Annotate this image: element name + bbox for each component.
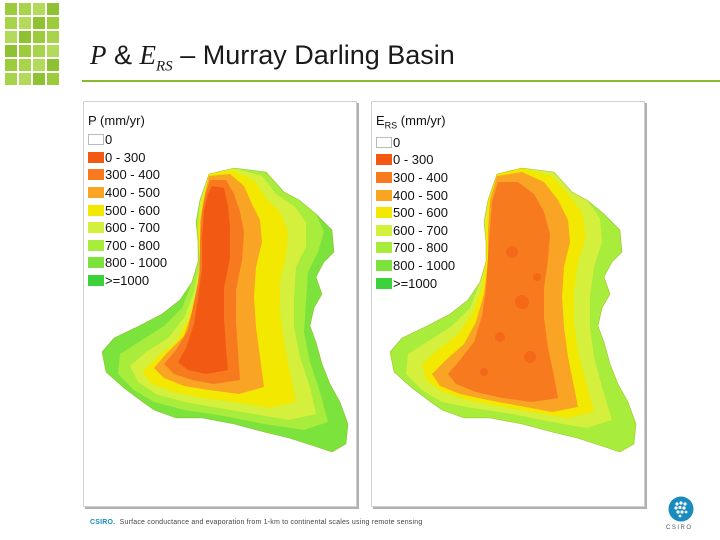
grid-cell [4, 72, 18, 86]
legend-entry: 0 [88, 131, 167, 149]
legend-label: 700 - 800 [105, 237, 160, 253]
footer-text: Surface conductance and evaporation from… [119, 519, 423, 526]
precipitation-map [101, 167, 349, 453]
grid-cell [32, 44, 46, 58]
legend-entry: 700 - 800 [376, 239, 455, 257]
legend-swatch [376, 189, 392, 201]
legend-label: 300 - 400 [105, 167, 160, 183]
legend-entry: 0 - 300 [88, 149, 167, 167]
legend-label: 0 [393, 134, 401, 150]
legend-entry: 400 - 500 [88, 184, 167, 202]
legend-entry: 600 - 700 [88, 219, 167, 237]
grid-cell [18, 72, 32, 86]
grid-cell [46, 2, 60, 16]
grid-cell [18, 2, 32, 16]
legend-entry: 800 - 1000 [376, 257, 455, 275]
legend-label: >=1000 [393, 275, 438, 291]
legend-swatch [376, 172, 392, 184]
legend-entry: 500 - 600 [376, 204, 455, 222]
legend-swatch [376, 224, 392, 236]
legend-label: 400 - 500 [105, 185, 160, 201]
grid-cell [46, 16, 60, 30]
legend-entry: 700 - 800 [88, 237, 167, 255]
map-panel-precipitation: P (mm/yr) 0 0 - 300 300 - 400 400 - 500 500 -… [83, 101, 357, 507]
grid-cell [4, 16, 18, 30]
grid-cell [32, 2, 46, 16]
legend-label: 0 [105, 132, 113, 148]
legend-entry: 500 - 600 [88, 201, 167, 219]
legend-swatch [88, 257, 104, 269]
footer-caption: CSIRO. Surface conductance and evaporati… [90, 519, 422, 526]
grid-cell [4, 44, 18, 58]
legend-swatch [88, 151, 104, 163]
grid-cell [18, 58, 32, 72]
legend-swatch [88, 169, 104, 181]
legend-entry: 800 - 1000 [88, 254, 167, 272]
logo-text: CSIRO [666, 525, 693, 531]
legend-label: 600 - 700 [393, 222, 448, 238]
legend-precipitation: P (mm/yr) 0 0 - 300 300 - 400 400 - 500 500 -… [88, 113, 167, 289]
grid-cell [46, 30, 60, 44]
legend-title: ERS (mm/yr) [376, 113, 446, 131]
legend-label: >=1000 [105, 273, 150, 289]
grid-cell [32, 72, 46, 86]
legend-swatch [376, 207, 392, 219]
legend-evaporation: ERS (mm/yr) 0 0 - 300 300 - 400 400 - 500 500… [376, 113, 455, 292]
slide-title: P & ERS – Murray Darling Basin [90, 40, 455, 75]
legend-swatch [88, 204, 104, 216]
legend-entry: 400 - 500 [376, 186, 455, 204]
grid-cell [46, 72, 60, 86]
legend-swatch [88, 222, 104, 234]
legend-swatch [376, 277, 392, 289]
legend-swatch [376, 136, 392, 148]
legend-label: 800 - 1000 [105, 255, 168, 271]
legend-label: 800 - 1000 [393, 258, 456, 274]
grid-cell [18, 16, 32, 30]
legend-swatch [376, 260, 392, 272]
decorative-grid [0, 0, 66, 88]
grid-cell [18, 44, 32, 58]
legend-label: 0 - 300 [105, 149, 146, 165]
grid-cell [4, 30, 18, 44]
legend-swatch [88, 187, 104, 199]
grid-cell [32, 58, 46, 72]
legend-label: 0 - 300 [393, 152, 434, 168]
legend-swatch [376, 154, 392, 166]
grid-cell [32, 16, 46, 30]
legend-entry: 0 - 300 [376, 151, 455, 169]
footer-org: CSIRO. [90, 519, 116, 526]
legend-label: 300 - 400 [393, 170, 448, 186]
legend-title: P (mm/yr) [88, 113, 145, 128]
csiro-logo-icon [668, 496, 694, 522]
legend-entry: 300 - 400 [88, 166, 167, 184]
evaporation-map [389, 167, 637, 453]
legend-entry: >=1000 [88, 272, 167, 290]
grid-cell [46, 58, 60, 72]
legend-swatch [88, 239, 104, 251]
legend-entry: 0 [376, 134, 455, 152]
legend-entry: >=1000 [376, 274, 455, 292]
legend-swatch [88, 275, 104, 287]
grid-cell [46, 44, 60, 58]
grid-cell [4, 2, 18, 16]
legend-swatch [376, 242, 392, 254]
grid-cell [32, 30, 46, 44]
map-panel-evaporation: ERS (mm/yr) 0 0 - 300 300 - 400 400 - 500 500… [371, 101, 645, 507]
legend-entry: 600 - 700 [376, 222, 455, 240]
legend-label: 600 - 700 [105, 220, 160, 236]
legend-label: 500 - 600 [105, 202, 160, 218]
title-underline [82, 80, 720, 82]
legend-swatch [88, 134, 104, 146]
grid-cell [4, 58, 18, 72]
legend-entry: 300 - 400 [376, 169, 455, 187]
legend-label: 500 - 600 [393, 205, 448, 221]
legend-label: 700 - 800 [393, 240, 448, 256]
legend-label: 400 - 500 [393, 187, 448, 203]
grid-cell [18, 30, 32, 44]
